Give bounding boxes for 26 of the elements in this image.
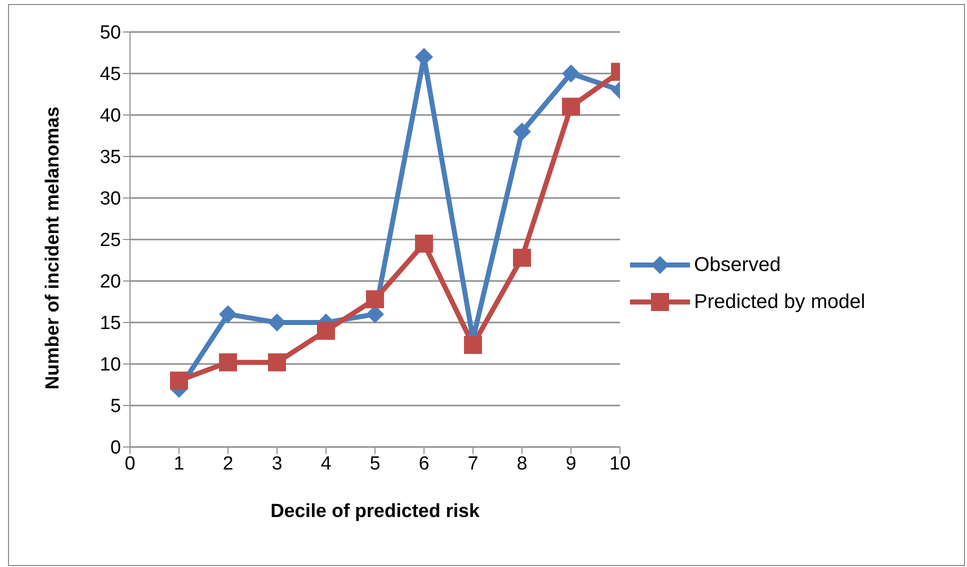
y-tick-label: 25: [100, 230, 121, 252]
y-tick-label: 35: [100, 147, 121, 168]
x-tick-label: 1: [174, 453, 184, 474]
y-tick-label: 0: [110, 438, 121, 459]
y-tick-label: 30: [100, 188, 121, 210]
x-tick-label: 3: [272, 453, 282, 474]
x-tick-label: 4: [320, 453, 332, 474]
legend-label: Predicted by model: [694, 290, 866, 314]
legend-label: Observed: [694, 254, 781, 276]
y-tick-label: 50: [100, 22, 121, 44]
x-tick-label: 6: [418, 453, 430, 474]
y-tick-label: 15: [100, 313, 121, 334]
y-tick-label: 10: [100, 354, 121, 376]
y-axis-title: Number of incident melanomas: [42, 106, 64, 390]
x-tick-label: 10: [609, 453, 631, 474]
y-tick-label: 20: [100, 272, 121, 293]
y-tick-label: 5: [110, 396, 121, 418]
x-tick-label: 2: [222, 453, 234, 474]
x-tick-label: 7: [468, 453, 478, 474]
x-tick-label: 5: [370, 453, 380, 474]
x-tick-label: 9: [566, 453, 576, 474]
y-tick-label: 45: [100, 64, 121, 86]
x-tick-label: 0: [124, 453, 136, 474]
y-tick-label: 40: [100, 106, 121, 127]
x-tick-label: 8: [516, 453, 528, 474]
x-axis-title: Decile of predicted risk: [270, 501, 480, 522]
